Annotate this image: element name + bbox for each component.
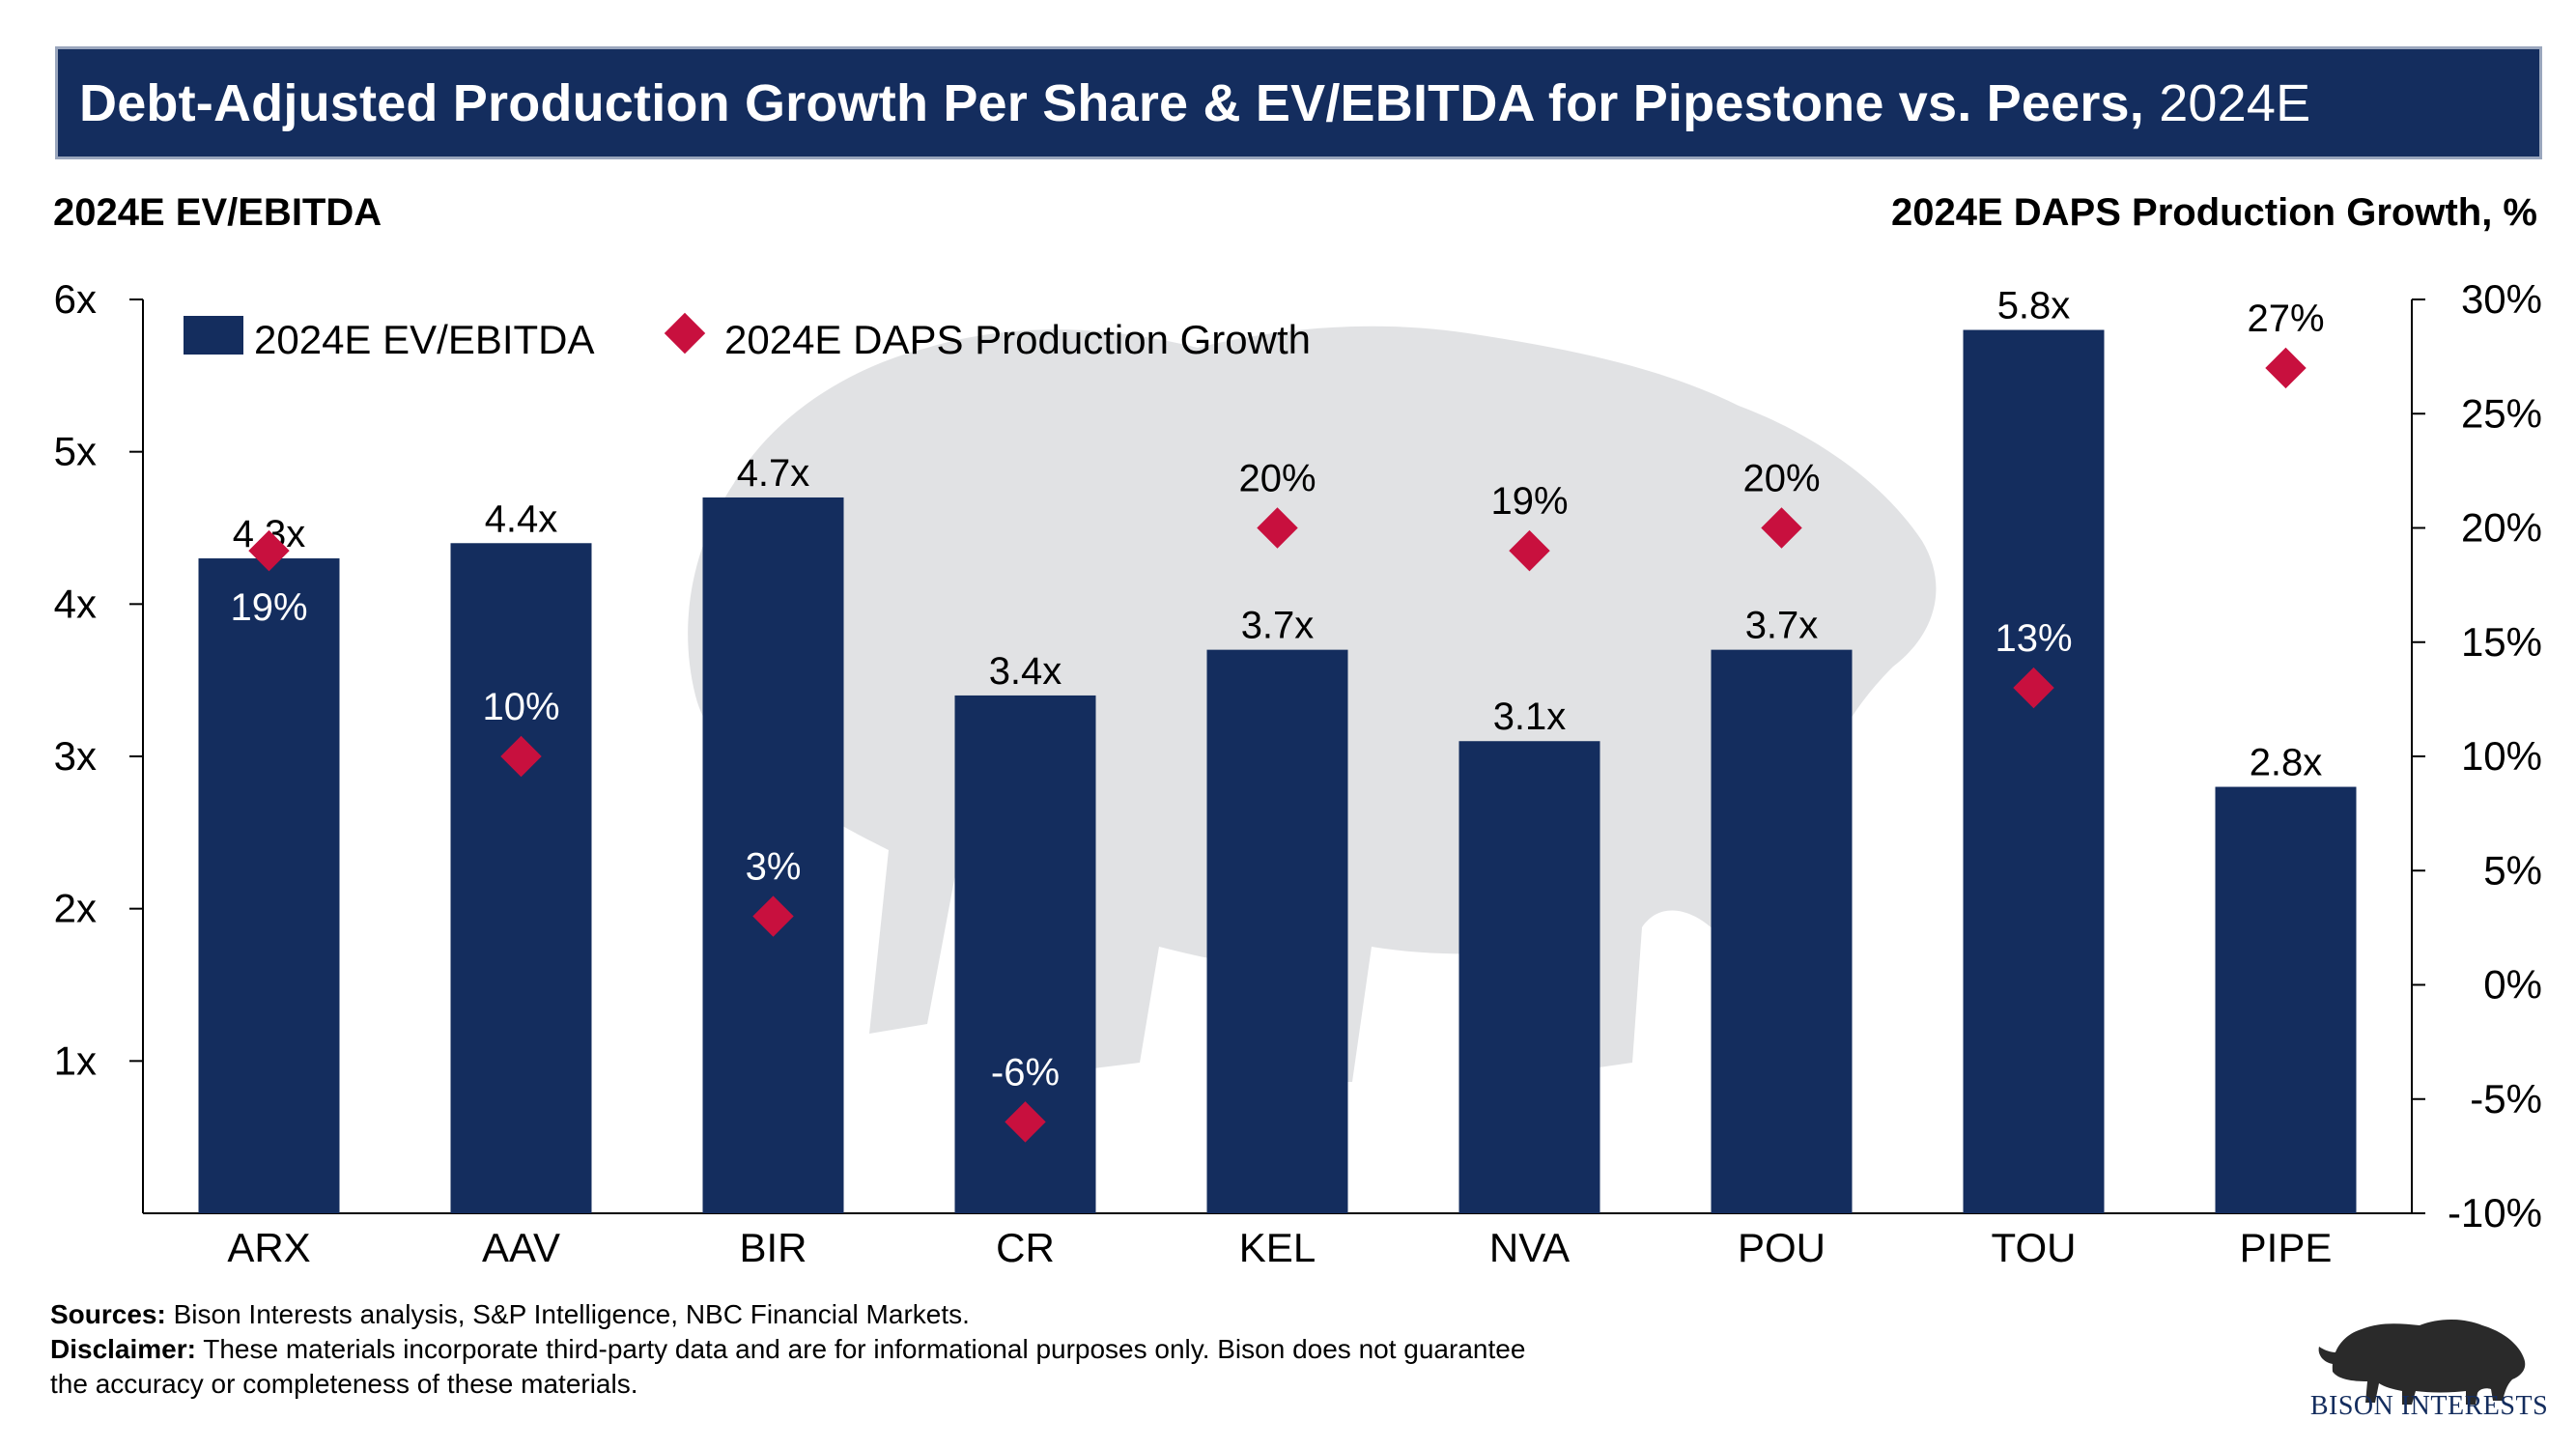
marker-cr: [1005, 1101, 1046, 1143]
bar-pipe: [2215, 786, 2357, 1213]
right-tick-label: 15%: [2461, 619, 2542, 665]
chart: 1x 2x 3x 4x 5x 6x -10% -5% 0% 5% 10% 15% 20% 25% 30% 4…: [54, 276, 2542, 1270]
legend-bar-label: 2024E EV/EBITDA: [254, 317, 595, 362]
category-label: CR: [996, 1225, 1055, 1270]
bar-label: 3.4x: [989, 650, 1062, 693]
page-title: Debt-Adjusted Production Growth Per Shar…: [79, 73, 2310, 133]
right-tick-label: 0%: [2483, 962, 2542, 1008]
marker-label: 20%: [1742, 458, 1820, 500]
category-label: AAV: [482, 1225, 560, 1270]
marker-label: 19%: [1490, 480, 1568, 523]
bar-pou: [1711, 649, 1853, 1213]
bison-icon: [2318, 1320, 2526, 1405]
bar-arx: [198, 558, 340, 1213]
category-label: NVA: [1489, 1225, 1570, 1270]
legend: 2024E EV/EBITDA 2024E DAPS Production Gr…: [184, 312, 1311, 362]
title-bar: Debt-Adjusted Production Growth Per Shar…: [55, 46, 2542, 159]
legend-marker-swatch: [664, 312, 706, 355]
logo-text: BISON INTERESTS: [2309, 1391, 2549, 1421]
bar-nva: [1458, 741, 1600, 1213]
sources-line: Sources: Bison Interests analysis, S&P I…: [50, 1297, 1557, 1332]
left-tick-label: 6x: [54, 276, 97, 322]
marker-nva: [1509, 529, 1550, 572]
category-label: PIPE: [2240, 1225, 2333, 1270]
disclaimer-text: These materials incorporate third-party …: [50, 1334, 1526, 1399]
disclaimer-label: Disclaimer:: [50, 1334, 196, 1364]
sources-label: Sources:: [50, 1299, 166, 1329]
title-light: 2024E: [2159, 73, 2311, 132]
category-label: ARX: [227, 1225, 310, 1270]
marker-label: 27%: [2247, 298, 2324, 340]
marker-labels: 19% 10% 3% -6% 20% 19% 20% 13% 27%: [230, 298, 2324, 1094]
category-labels: ARX AAV BIR CR KEL NVA POU TOU PIPE: [227, 1225, 2332, 1270]
marker-pou: [1761, 507, 1802, 549]
category-label: TOU: [1992, 1225, 2077, 1270]
bar-tou: [1963, 329, 2105, 1213]
title-bold: Debt-Adjusted Production Growth Per Shar…: [79, 73, 2144, 132]
left-tick-label: 1x: [54, 1037, 97, 1083]
right-tick-label: 30%: [2461, 276, 2542, 322]
disclaimer-line: Disclaimer: These materials incorporate …: [50, 1332, 1557, 1402]
bar-label: 5.8x: [1997, 285, 2071, 327]
footer: Sources: Bison Interests analysis, S&P I…: [50, 1297, 1557, 1402]
right-tick-label: 25%: [2461, 390, 2542, 436]
bar-label: 3.7x: [1745, 605, 1819, 647]
bar-label: 2.8x: [2250, 742, 2323, 784]
right-tick-label: 20%: [2461, 505, 2542, 551]
bar-label: 3.7x: [1241, 605, 1315, 647]
axes: 1x 2x 3x 4x 5x 6x -10% -5% 0% 5% 10% 15% 20% 25% 30%: [54, 276, 2542, 1236]
left-tick-label: 3x: [54, 733, 97, 779]
sources-text: Bison Interests analysis, S&P Intelligen…: [165, 1299, 970, 1329]
marker-label: 20%: [1238, 458, 1316, 500]
marker-label: 3%: [746, 846, 802, 889]
right-tick-label: 10%: [2461, 733, 2542, 779]
marker-kel: [1257, 507, 1298, 549]
marker-label: 13%: [1995, 617, 2072, 660]
category-label: KEL: [1239, 1225, 1316, 1270]
right-tick-label: 5%: [2483, 847, 2542, 893]
bar-bir: [702, 497, 844, 1213]
bar-label: 4.4x: [485, 497, 558, 540]
bar-label: 4.7x: [737, 452, 810, 495]
bar-kel: [1206, 649, 1348, 1213]
right-tick-label: -5%: [2470, 1076, 2542, 1122]
category-label: BIR: [739, 1225, 807, 1270]
marker-label: 19%: [230, 586, 307, 629]
marker-label: 10%: [482, 686, 559, 728]
category-label: POU: [1738, 1225, 1826, 1270]
bar-aav: [450, 543, 592, 1213]
marker-pipe: [2265, 347, 2307, 389]
bar-label: 3.1x: [1493, 696, 1567, 738]
right-tick-label: -10%: [2448, 1190, 2542, 1236]
left-axis-title: 2024E EV/EBITDA: [53, 191, 382, 234]
right-axis-title: 2024E DAPS Production Growth, %: [1890, 191, 2537, 234]
left-tick-label: 4x: [54, 581, 97, 626]
marker-label: -6%: [991, 1051, 1060, 1094]
left-tick-label: 2x: [54, 886, 97, 931]
legend-marker-label: 2024E DAPS Production Growth: [724, 317, 1311, 362]
left-tick-label: 5x: [54, 429, 97, 474]
legend-bar-swatch: [184, 316, 243, 355]
